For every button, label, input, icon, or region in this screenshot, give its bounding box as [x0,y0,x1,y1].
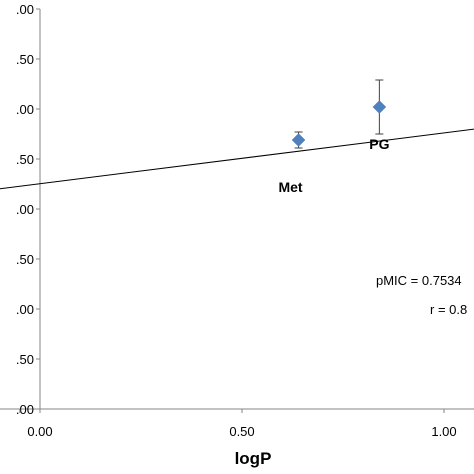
x-axis-ticks: 0.000.501.001.502.00 [19,409,457,439]
data-points [291,79,387,149]
y-tick-label: .50 [16,352,34,367]
y-tick-label: .00 [16,302,34,317]
y-tick-label: .00 [16,202,34,217]
point-labels: MetPGOxaClx [278,136,389,195]
x-axis-label: logP [235,449,272,468]
y-tick-label: .00 [16,2,34,17]
y-tick-label: .00 [16,102,34,117]
point-label: Met [278,179,302,195]
x-tick-label: 0.00 [27,424,52,439]
point-label: PG [369,136,389,152]
y-tick-label: .50 [16,52,34,67]
y-tick-label: .50 [16,252,34,267]
y-tick-label: .50 [16,152,34,167]
trendline-group [0,128,474,190]
x-tick-label: 1.00 [431,424,456,439]
equation-annotation: pMIC = 0.7534 [376,273,462,288]
trendline [0,128,474,190]
r-annotation: r = 0.8 [430,302,467,317]
axes [0,9,474,410]
data-point [291,133,306,147]
data-point [372,100,387,114]
y-tick-label: .00 [16,402,34,417]
x-tick-label: 0.50 [229,424,254,439]
y-axis-ticks: .00 .50 .00 .50 .00 .50 .00 .50 .00 [16,2,40,417]
